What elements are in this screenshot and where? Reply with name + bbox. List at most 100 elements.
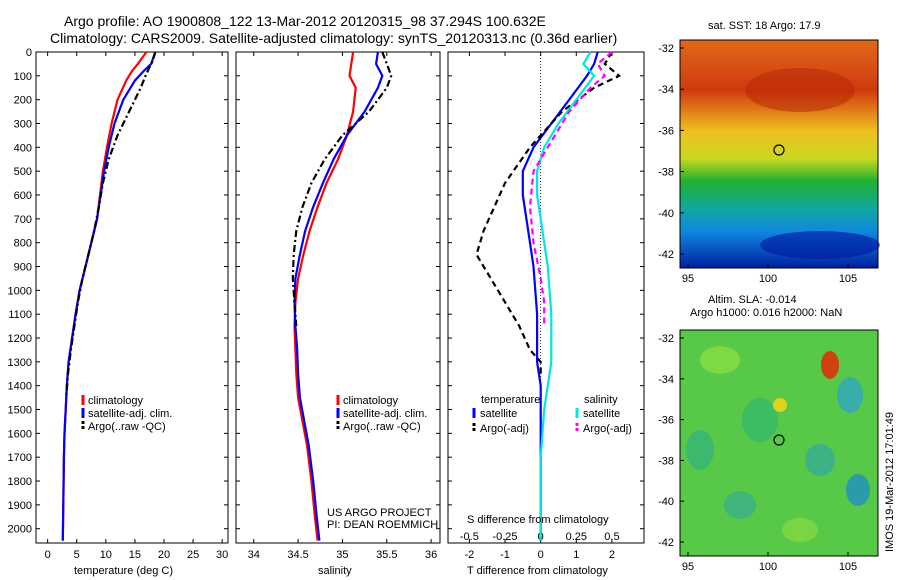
depth-tick-label: 600 bbox=[14, 190, 32, 202]
map-y-tick-label: -40 bbox=[658, 208, 674, 220]
argo-location-marker bbox=[773, 144, 785, 156]
map-y-tick-label: -38 bbox=[658, 455, 674, 467]
x-tick-label: -1 bbox=[500, 549, 510, 561]
legend-label: climatology bbox=[343, 395, 399, 407]
legend-label: satellite bbox=[583, 408, 620, 420]
legend-label: Argo(-adj) bbox=[583, 423, 632, 435]
map-y-tick-label: -42 bbox=[658, 249, 674, 261]
salinity-series-argo-raw-qc- bbox=[291, 51, 393, 327]
depth-tick-label: 1600 bbox=[8, 428, 32, 440]
depth-tick-label: 1400 bbox=[8, 381, 32, 393]
legend-label: climatology bbox=[88, 395, 144, 407]
s-diff-tick-label: -0.5 bbox=[460, 531, 479, 543]
x-tick-label: 25 bbox=[187, 549, 199, 561]
salinity-panel: 34 34.5 35 35.5 36 climatologysatellite-adj. … bbox=[235, 51, 441, 561]
depth-tick-label: 1500 bbox=[8, 405, 32, 417]
map-y-tick-label: -32 bbox=[658, 43, 674, 55]
s-diff-tick-label: -0.25 bbox=[492, 531, 517, 543]
x-tick-label: 1 bbox=[573, 549, 579, 561]
depth-tick-label: 400 bbox=[14, 142, 32, 154]
sla-map bbox=[679, 329, 879, 557]
x-tick-label: 30 bbox=[216, 549, 228, 561]
sla-map-title-2: Argo h1000: 0.016 h2000: NaN bbox=[690, 307, 843, 319]
header-line-1: Argo profile: AO 1900808_122 13-Mar-2012… bbox=[64, 13, 546, 29]
map-y-tick-label: -40 bbox=[658, 496, 674, 508]
x-tick-label: 2 bbox=[609, 549, 615, 561]
salinity-series-climatology bbox=[293, 51, 357, 541]
map-y-tick-label: -36 bbox=[658, 415, 674, 427]
difference-series-satellite bbox=[521, 51, 599, 541]
depth-tick-label: 700 bbox=[14, 214, 32, 226]
sla-map-title-1: Altim. SLA: -0.014 bbox=[708, 294, 797, 306]
salinity-series-satellite-adj-clim- bbox=[293, 51, 384, 541]
legend-label: Argo(..raw -QC) bbox=[343, 421, 421, 433]
x-tick-label: 34 bbox=[248, 549, 260, 561]
map-y-tick-label: -38 bbox=[658, 167, 674, 179]
project-label: US ARGO PROJECT bbox=[327, 507, 432, 519]
map-y-tick-label: -34 bbox=[658, 84, 674, 96]
temperature-series-satellite-adj-clim- bbox=[61, 51, 157, 541]
depth-tick-label: 100 bbox=[14, 71, 32, 83]
difference-series-argo-adj- bbox=[475, 51, 622, 374]
depth-tick-label: 1200 bbox=[8, 333, 32, 345]
depth-tick-label: 2000 bbox=[8, 524, 32, 536]
map-x-tick-label: 95 bbox=[682, 561, 694, 573]
x-tick-label: 5 bbox=[74, 549, 80, 561]
x-tick-label: 0 bbox=[538, 549, 544, 561]
x-tick-label: 10 bbox=[100, 549, 112, 561]
temperature-xlabel: temperature (deg C) bbox=[74, 565, 174, 577]
map-axes-1: -32 -34 -36 -38 -40 -42 95 100 105 bbox=[658, 333, 857, 573]
map-x-tick-label: 105 bbox=[839, 273, 857, 285]
difference-xlabel-top: S difference from climatology bbox=[467, 514, 609, 526]
sst-map-title: sat. SST: 18 Argo: 17.9 bbox=[708, 20, 821, 32]
depth-tick-label: 1700 bbox=[8, 452, 32, 464]
x-tick-label: 36 bbox=[425, 549, 437, 561]
map-x-tick-label: 105 bbox=[839, 561, 857, 573]
map-x-tick-label: 95 bbox=[682, 273, 694, 285]
salinity-axes-frame bbox=[235, 51, 441, 544]
legend-label: satellite-adj. clim. bbox=[343, 408, 427, 420]
depth-tick-label: 1100 bbox=[8, 309, 32, 321]
s-diff-tick-label: 0.25 bbox=[566, 531, 587, 543]
x-tick-label: 0 bbox=[45, 549, 51, 561]
salinity-xlabel: salinity bbox=[318, 565, 352, 577]
x-tick-label: 34.5 bbox=[287, 549, 308, 561]
depth-tick-label: 1300 bbox=[8, 357, 32, 369]
legend-header-salinity: salinity bbox=[584, 394, 618, 406]
sst-map bbox=[679, 39, 880, 269]
depth-tick-label: 0 bbox=[26, 47, 32, 59]
map-y-tick-label: -36 bbox=[658, 125, 674, 137]
map-y-tick-label: -42 bbox=[658, 537, 674, 549]
legend-label: Argo(-adj) bbox=[480, 423, 529, 435]
header-line-2: Climatology: CARS2009. Satellite-adjuste… bbox=[50, 30, 618, 46]
legend-label: satellite-adj. clim. bbox=[88, 408, 172, 420]
x-tick-label: -2 bbox=[464, 549, 474, 561]
difference-series-argo-adj- bbox=[528, 51, 613, 327]
legend-label: satellite bbox=[480, 408, 517, 420]
depth-tick-label: 1800 bbox=[8, 476, 32, 488]
legend-label: Argo(..raw -QC) bbox=[88, 421, 166, 433]
s-diff-tick-label: 0.5 bbox=[604, 531, 619, 543]
temperature-series-climatology bbox=[61, 51, 148, 541]
depth-tick-label: 300 bbox=[14, 119, 32, 131]
map-x-tick-label: 100 bbox=[759, 561, 777, 573]
depth-tick-label: 200 bbox=[14, 95, 32, 107]
map-y-tick-label: -32 bbox=[658, 333, 674, 345]
depth-tick-label: 800 bbox=[14, 238, 32, 250]
x-tick-label: 20 bbox=[158, 549, 170, 561]
difference-axes-frame bbox=[447, 51, 645, 544]
map-y-tick-label: -34 bbox=[658, 374, 674, 386]
difference-series-satellite bbox=[535, 51, 596, 541]
depth-tick-label: 1000 bbox=[8, 285, 32, 297]
temperature-panel: 0100200300400500600700800900100011001200… bbox=[8, 47, 229, 561]
map-x-tick-label: 100 bbox=[759, 273, 777, 285]
depth-tick-label: 900 bbox=[14, 262, 32, 274]
x-tick-label: 35.5 bbox=[376, 549, 397, 561]
pi-label: PI: DEAN ROEMMICH bbox=[327, 519, 439, 531]
credit-label: IMOS 19-Mar-2012 17:01:49 bbox=[884, 411, 896, 552]
argo-location-marker bbox=[773, 434, 785, 446]
map-axes-0: -32 -34 -36 -38 -40 -42 95 100 105 bbox=[658, 43, 857, 285]
x-tick-label: 35 bbox=[336, 549, 348, 561]
